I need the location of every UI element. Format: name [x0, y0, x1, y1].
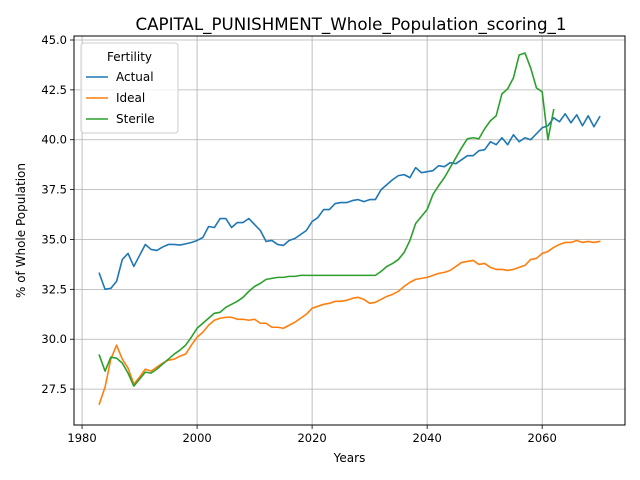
legend-title: Fertility: [107, 50, 152, 64]
y-tick-label: 35.0: [41, 232, 67, 246]
x-tick-label: 2060: [528, 431, 557, 445]
legend: Fertility Actual Ideal Sterile: [80, 42, 179, 134]
y-tick-label: 45.0: [41, 33, 67, 47]
plot-frame: [73, 35, 626, 426]
series-line-ideal: [98, 239, 601, 406]
legend-label-actual: Actual: [116, 70, 154, 84]
legend-label-sterile: Sterile: [116, 112, 155, 126]
x-tick-label: 1980: [67, 431, 96, 445]
y-tick-label: 27.5: [41, 382, 67, 396]
y-tick-label: 37.5: [41, 183, 67, 197]
series-lines: [98, 52, 601, 406]
y-axis-label: % of Whole Population: [14, 163, 28, 298]
legend-items: Actual Ideal Sterile: [86, 70, 155, 126]
y-tick-label: 40.0: [41, 133, 67, 147]
series-line-sterile: [98, 52, 555, 387]
x-tick-label: 2000: [182, 431, 211, 445]
legend-label-ideal: Ideal: [116, 91, 145, 105]
x-tick-label: 2020: [297, 431, 326, 445]
x-axis-label: Years: [333, 451, 366, 465]
y-tick-label: 42.5: [41, 83, 67, 97]
y-tick-label: 30.0: [41, 332, 67, 346]
legend-box: [80, 42, 179, 134]
x-tick-label: 2040: [413, 431, 442, 445]
grid: [74, 36, 625, 425]
y-tick-label: 32.5: [41, 282, 67, 296]
chart-title: CAPITAL_PUNISHMENT_Whole_Population_scor…: [135, 14, 566, 35]
series-line-actual: [98, 113, 601, 291]
axis-ticks: 1980 2000 2020 2040 2060 27.5 30.0 32.5 35.0 37.5…: [41, 33, 556, 445]
